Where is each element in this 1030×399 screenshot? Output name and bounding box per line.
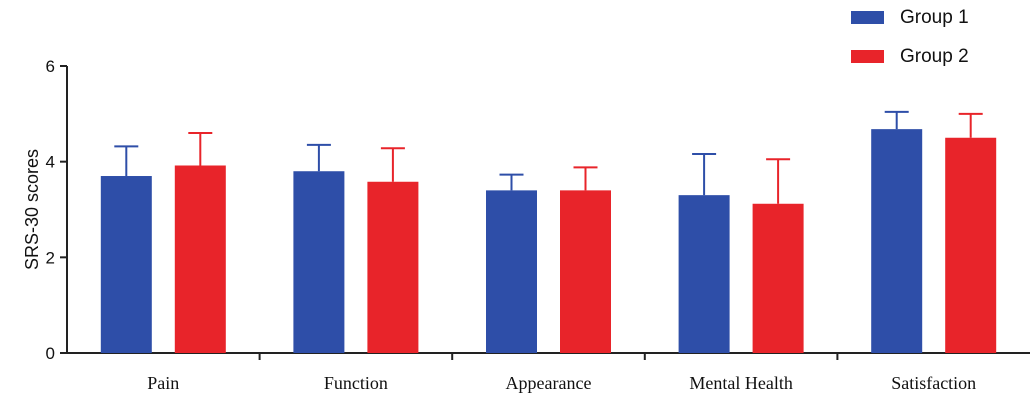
legend-label: Group 2: [900, 46, 969, 67]
legend-swatch: [851, 50, 884, 63]
bar-group-1-function: [293, 171, 345, 353]
x-category-label: Function: [324, 373, 388, 393]
bar-group-1-appearance: [486, 190, 537, 353]
bar-group-1-mental-health: [678, 195, 730, 353]
legend-label: Group 1: [900, 7, 969, 28]
chart-legend: Group 1 Group 2: [851, 7, 969, 67]
bar-group-2-pain: [174, 165, 226, 353]
y-axis: 0 2 4 6: [46, 57, 68, 363]
bar-group-2-function: [367, 181, 419, 353]
bars-group: [100, 110, 997, 353]
x-category-label: Mental Health: [689, 373, 792, 393]
bar-group-2-appearance: [560, 190, 611, 353]
x-category-label: Appearance: [506, 373, 592, 393]
y-axis-title: SRS-30 scores: [22, 149, 42, 270]
bar-group-2-mental-health: [752, 203, 804, 353]
bar-group-1-satisfaction: [871, 129, 923, 353]
x-category-label: Pain: [147, 373, 179, 393]
y-tick-label: 6: [46, 57, 55, 76]
y-tick-label: 0: [46, 344, 55, 363]
bar-group-1-pain: [100, 176, 152, 353]
y-tick-label: 4: [46, 153, 55, 172]
x-axis: Pain Function Appearance Mental Health Satis…: [67, 352, 1030, 393]
x-category-label: Satisfaction: [891, 373, 976, 393]
bar-group-2-satisfaction: [945, 137, 997, 353]
legend-swatch: [851, 11, 884, 24]
y-tick-label: 2: [46, 248, 55, 267]
